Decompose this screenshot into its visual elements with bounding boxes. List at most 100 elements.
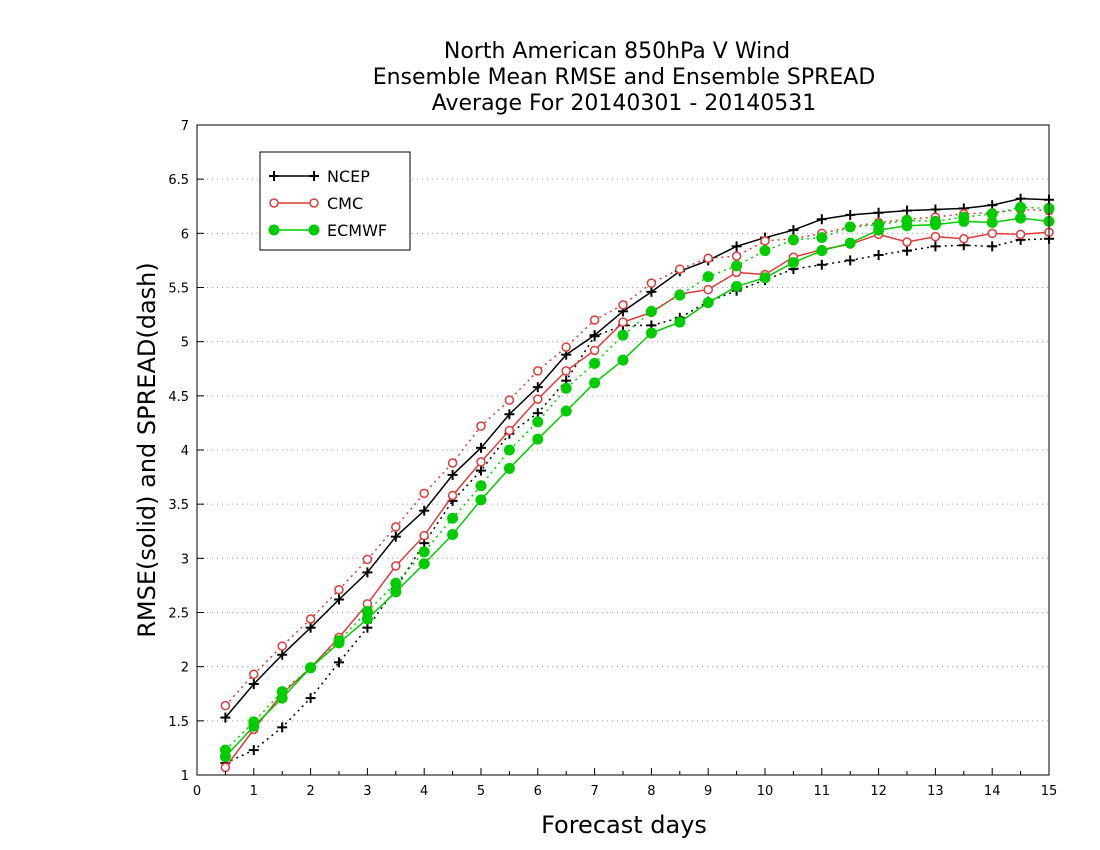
x-tick-label: 11	[814, 784, 831, 799]
cmc-spread-point	[504, 395, 515, 405]
cmc-spread-point	[305, 614, 316, 624]
ecmwf-rmse-point	[333, 637, 345, 649]
legend-marker	[309, 198, 319, 208]
ncep-spread-point	[476, 465, 486, 476]
ecmwf-spread-point	[844, 221, 856, 233]
ncep-rmse-line	[224, 197, 1050, 719]
legend-marker	[269, 198, 279, 208]
cmc-rmse-point	[504, 425, 515, 436]
x-tick-label: 6	[534, 784, 542, 799]
cmc-rmse-point	[618, 317, 628, 327]
ecmwf-rmse-point	[645, 327, 657, 339]
ncep-spread-point	[902, 245, 912, 256]
ecmwf-rmse-point	[589, 377, 601, 389]
cmc-spread-series	[220, 204, 1054, 711]
cmc-spread-point	[561, 342, 571, 352]
x-tick-label: 12	[870, 784, 887, 799]
y-tick-label: 4.5	[168, 390, 189, 405]
ncep-rmse-point	[873, 207, 884, 218]
x-tick-label: 7	[590, 784, 598, 799]
ecmwf-rmse-point	[958, 215, 970, 227]
ncep-rmse-point	[902, 205, 912, 216]
ecmwf-rmse-point	[276, 692, 288, 704]
x-tick-label: 2	[306, 784, 314, 799]
ncep-spread-point	[277, 722, 288, 733]
ecmwf-rmse-point	[361, 613, 373, 625]
x-tick-label: 15	[1041, 784, 1058, 799]
ecmwf-rmse-line	[224, 217, 1050, 758]
ncep-rmse-point	[816, 214, 827, 225]
y-tick-label: 7	[181, 119, 189, 134]
ncep-rmse-point	[731, 241, 742, 252]
ecmwf-spread-point	[532, 416, 544, 428]
y-tick-label: 3	[181, 552, 189, 567]
ncep-rmse-point	[305, 622, 316, 633]
legend-marker	[268, 224, 280, 236]
ecmwf-spread-point	[674, 289, 686, 301]
y-tick-label: 5.5	[168, 282, 189, 297]
cmc-rmse-point	[533, 394, 543, 404]
legend-label-ncep: NCEP	[327, 167, 370, 186]
ecmwf-spread-series	[219, 201, 1055, 756]
cmc-spread-point	[277, 641, 287, 651]
y-axis-label: RMSE(solid) and SPREAD(dash)	[133, 262, 161, 638]
ecmwf-spread-point	[503, 444, 515, 456]
y-tick-label: 3.5	[168, 498, 189, 513]
gridlines	[197, 124, 1049, 722]
ecmwf-spread-point	[702, 271, 714, 283]
ecmwf-spread-point	[645, 305, 657, 317]
ecmwf-rmse-point	[447, 529, 459, 540]
chart-title: North American 850hPa V Wind Ensemble Me…	[373, 39, 876, 116]
cmc-rmse-point	[959, 234, 969, 244]
x-tick-label: 14	[984, 784, 1001, 799]
legend-label-cmc: CMC	[327, 194, 363, 213]
cmc-rmse-point	[703, 284, 713, 295]
y-tick-label: 1	[181, 769, 189, 784]
ncep-spread-point	[930, 241, 941, 252]
ncep-spread-point	[816, 259, 827, 270]
ncep-rmse-point	[220, 712, 231, 723]
ecmwf-spread-point	[418, 546, 430, 558]
ecmwf-rmse-point	[1015, 212, 1027, 224]
ncep-rmse-series	[220, 193, 1054, 723]
ncep-rmse-point	[362, 567, 373, 578]
cmc-rmse-point	[561, 366, 571, 376]
cmc-spread-point	[646, 278, 657, 288]
ecmwf-spread-point	[560, 382, 572, 394]
cmc-rmse-point	[476, 457, 486, 467]
ecmwf-spread-point	[787, 234, 799, 246]
ecmwf-spread-point	[447, 512, 459, 524]
legend-marker	[269, 171, 279, 181]
x-axis-ticks: 0 1 2 3 4 5 6 7 8 9 10 11 12 13 14 15	[193, 768, 1057, 799]
legend: NCEP CMC ECMWF	[259, 151, 411, 251]
x-tick-label: 5	[477, 784, 485, 799]
cmc-rmse-line	[224, 231, 1050, 768]
ecmwf-rmse-point	[787, 257, 799, 269]
ecmwf-rmse-point	[816, 245, 828, 257]
x-tick-label: 3	[363, 784, 371, 799]
ecmwf-rmse-point	[532, 433, 544, 445]
x-axis-label: Forecast days	[541, 811, 707, 839]
ecmwf-rmse-point	[901, 220, 913, 232]
cmc-rmse-point	[447, 490, 458, 501]
cmc-spread-point	[334, 585, 344, 595]
cmc-spread-point	[419, 488, 429, 499]
ncep-spread-point	[334, 657, 344, 668]
cmc-rmse-point	[902, 237, 912, 247]
legend-marker	[308, 224, 320, 236]
ncep-rmse-point	[504, 409, 515, 420]
cmc-spread-line	[224, 208, 1050, 707]
y-axis-ticks: 1 1.5 2 2.5 3 3.5 4 4.5 5 5.5 6 6.5 7	[168, 119, 204, 784]
ecmwf-spread-point	[731, 260, 743, 272]
ncep-rmse-point	[277, 649, 288, 660]
x-tick-label: 0	[193, 784, 201, 799]
x-tick-label: 4	[420, 784, 428, 799]
series-layer	[219, 193, 1055, 773]
cmc-rmse-point	[987, 228, 997, 239]
cmc-spread-point	[675, 264, 685, 274]
ncep-rmse-point	[646, 286, 657, 297]
cmc-rmse-point	[1015, 229, 1026, 240]
ecmwf-rmse-point	[248, 720, 260, 732]
cmc-spread-point	[249, 669, 259, 679]
